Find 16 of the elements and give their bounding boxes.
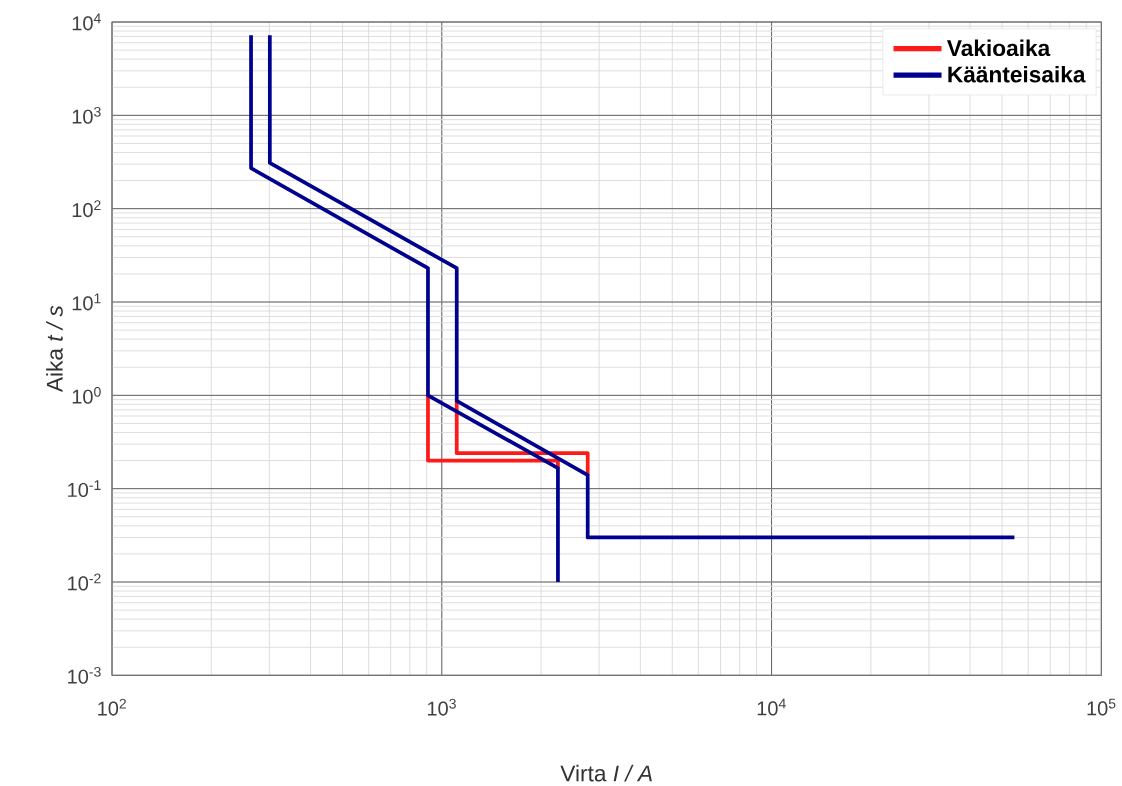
x-tick-label: 10$^{5}$: [1087, 698, 1116, 716]
x-tick-label: 10$^{3}$: [427, 698, 456, 716]
x-tick-label: 10$^{2}$: [98, 698, 126, 716]
y-tick-label: 10$^{2}$: [72, 200, 101, 218]
y-tick-label: 10$^{4}$: [72, 13, 101, 31]
y-tick-label: 10$^{-2}$: [68, 573, 101, 591]
y-tick-label: 10$^{3}$: [72, 106, 101, 124]
y-tick-label: 10$^{0}$: [72, 386, 101, 404]
y-tick-label: 10$^{1}$: [72, 293, 101, 311]
y-tick-label: 10$^{-1}$: [68, 480, 101, 498]
y-tick-label: 10$^{-3}$: [68, 666, 101, 684]
x-axis-title: Virta I / A: [560, 764, 652, 782]
x-tick-label: 10$^{4}$: [757, 698, 786, 716]
legend-label: Vakioaika: [947, 39, 1051, 57]
legend-label: Käänteisaika: [948, 65, 1086, 83]
y-axis-title: Aika t / s: [46, 305, 63, 393]
